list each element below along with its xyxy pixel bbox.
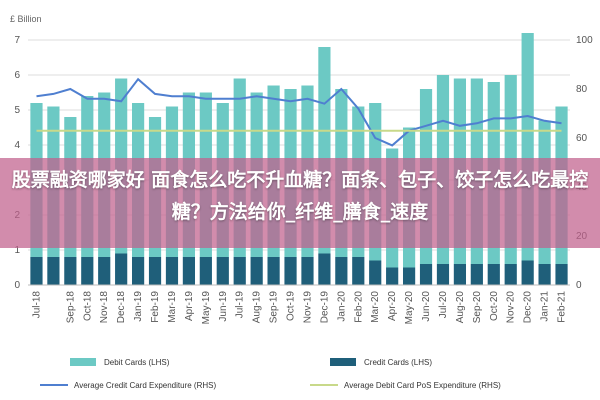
- credit-card-bar: [233, 257, 246, 285]
- legend-label: Credit Cards (LHS): [364, 358, 432, 367]
- credit-card-bar: [64, 257, 77, 285]
- x-tick-label: Sep-19: [269, 291, 280, 324]
- x-tick-label: Nov-19: [302, 291, 313, 324]
- credit-card-bar: [148, 257, 162, 285]
- credit-card-bar: [301, 257, 314, 285]
- x-tick-label: Nov-20: [506, 291, 517, 324]
- credit-card-bar: [470, 264, 483, 285]
- credit-card-bar: [521, 260, 534, 285]
- x-tick-label: Apr-20: [387, 291, 398, 321]
- credit-card-bar: [487, 264, 500, 285]
- x-tick-label: Sep-20: [472, 291, 483, 324]
- credit-card-bar: [318, 253, 331, 285]
- x-tick-label: Oct-20: [489, 291, 500, 321]
- y-left-tick-label: 0: [14, 280, 20, 291]
- credit-card-bar: [165, 257, 179, 285]
- x-tick-label: Mar-20: [370, 291, 381, 323]
- credit-card-bar: [199, 257, 212, 285]
- credit-card-bar: [216, 257, 229, 285]
- avg-credit-expenditure-line: [36, 77, 562, 147]
- credit-card-bar: [555, 264, 568, 285]
- x-tick-label: Nov-18: [99, 291, 110, 324]
- y-left-unit-label: £ Billion: [10, 14, 42, 24]
- credit-card-bar: [402, 267, 416, 285]
- y-right-tick-label: 60: [576, 133, 588, 144]
- x-tick-label: Jun-19: [218, 291, 229, 322]
- y-right-tick-label: 80: [576, 84, 588, 95]
- x-tick-label: Aug-19: [252, 291, 263, 324]
- y-left-tick-label: 5: [14, 105, 20, 116]
- credit-card-bar: [131, 257, 145, 285]
- legend-label: Average Debit Card PoS Expenditure (RHS): [344, 381, 501, 390]
- x-tick-label: Apr-19: [184, 291, 195, 321]
- x-tick-label: Jan-21: [540, 291, 551, 322]
- x-tick-label: Oct-18: [82, 291, 93, 321]
- credit-card-bar: [504, 264, 517, 285]
- credit-card-bar: [30, 257, 43, 285]
- x-tick-label: Jul-20: [438, 291, 449, 319]
- x-tick-label: Dec-19: [319, 291, 330, 324]
- x-tick-label: Jul-19: [235, 291, 246, 319]
- credit-card-bar: [47, 257, 60, 285]
- x-tick-label: Mar-19: [167, 291, 178, 323]
- y-right-tick-label: 0: [576, 280, 582, 291]
- overlay-banner: [0, 158, 600, 248]
- x-tick-label: May-20: [404, 291, 415, 325]
- credit-card-bar: [453, 264, 467, 285]
- credit-card-bar: [267, 257, 280, 285]
- credit-card-bar: [335, 257, 348, 285]
- x-tick-label: Dec-20: [523, 291, 534, 324]
- x-tick-label: Oct-19: [286, 291, 297, 321]
- credit-card-bar: [419, 264, 433, 285]
- x-tick-label: Jan-19: [133, 291, 144, 322]
- legend-label: Debit Cards (LHS): [104, 358, 170, 367]
- credit-card-bar: [352, 257, 365, 285]
- lines: [36, 77, 562, 147]
- x-tick-label: Sep-18: [65, 291, 76, 324]
- x-tick-label: May-19: [201, 291, 212, 325]
- credit-card-bar: [538, 264, 551, 285]
- credit-card-bar: [284, 257, 297, 285]
- legend-label: Average Credit Card Expenditure (RHS): [74, 381, 216, 390]
- credit-card-bar: [98, 257, 111, 285]
- credit-card-bar: [81, 257, 94, 285]
- x-tick-label: Feb-19: [150, 291, 161, 323]
- x-tick-label: Jul-18: [31, 291, 42, 319]
- overlay-title: 股票融资哪家好 面食怎么吃不升血糖？面条、包子、饺子怎么吃最控糖？方法给你_纤维…: [11, 169, 589, 223]
- credit-card-bar: [436, 264, 450, 285]
- y-left-tick-label: 4: [14, 140, 20, 151]
- y-left-tick-label: 1: [14, 245, 20, 256]
- x-tick-label: Feb-21: [557, 291, 568, 323]
- credit-card-bar: [250, 257, 263, 285]
- credit-card-bar: [369, 260, 382, 285]
- x-tick-label: Dec-18: [116, 291, 127, 324]
- x-tick-label: Feb-20: [353, 291, 364, 323]
- x-tick-label: Aug-20: [455, 291, 466, 324]
- x-tick-label: Jan-20: [336, 291, 347, 322]
- y-left-tick-label: 7: [14, 35, 20, 46]
- x-tick-label: Jun-20: [421, 291, 432, 322]
- legend: Debit Cards (LHS) Credit Cards (LHS) Avera…: [40, 358, 501, 390]
- axes: 01234567020406080100Jul-18Sep-18Oct-18No…: [14, 35, 593, 324]
- y-left-tick-label: 6: [14, 70, 20, 81]
- legend-swatch: [330, 358, 356, 366]
- legend-swatch: [70, 358, 96, 366]
- credit-card-bar: [115, 253, 128, 285]
- credit-card-bar: [182, 257, 196, 285]
- y-right-tick-label: 100: [576, 35, 593, 46]
- credit-card-bar: [386, 267, 399, 285]
